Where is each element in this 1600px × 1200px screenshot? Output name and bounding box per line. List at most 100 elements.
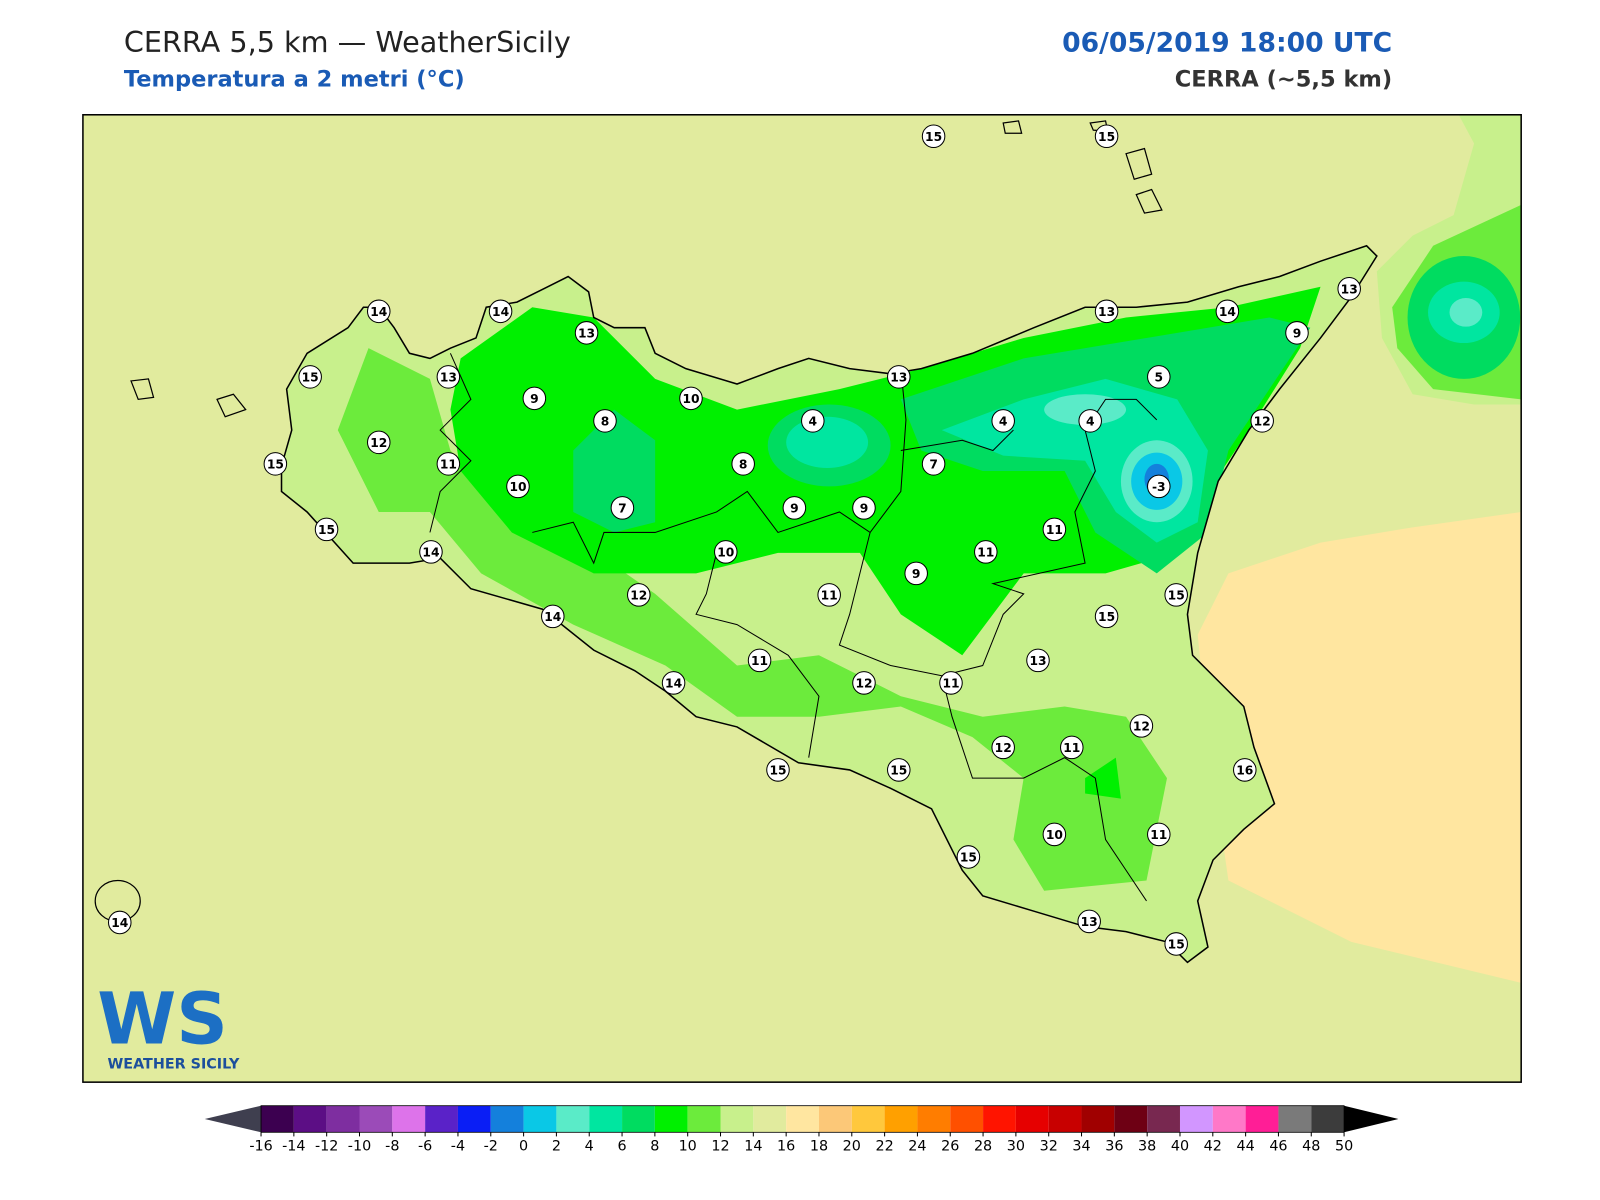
colorbar-tick-label: 50 bbox=[1335, 1139, 1353, 1155]
station-marker bbox=[263, 452, 288, 476]
colorbar-segment bbox=[654, 1105, 688, 1133]
colorbar-segment bbox=[326, 1105, 360, 1133]
station-marker bbox=[731, 452, 755, 476]
subtitle: Temperatura a 2 metri (°C) bbox=[124, 66, 465, 92]
colorbar-tick-label: 16 bbox=[777, 1139, 795, 1155]
station-marker bbox=[1060, 735, 1084, 760]
station-value: 13 bbox=[440, 370, 457, 384]
station-value: 15 bbox=[769, 763, 786, 777]
colorbar-tick-label: 36 bbox=[1105, 1139, 1123, 1155]
station-value: 9 bbox=[912, 567, 921, 581]
station-value: 13 bbox=[1341, 282, 1358, 296]
station-marker bbox=[1042, 517, 1067, 542]
station-marker bbox=[1233, 758, 1257, 782]
station-marker bbox=[1337, 277, 1361, 301]
station-value: 13 bbox=[1081, 915, 1098, 929]
colorbar-segment bbox=[1245, 1105, 1279, 1133]
station-value: 14 bbox=[111, 916, 128, 930]
colorbar-tick-label: 6 bbox=[617, 1139, 626, 1155]
station-marker bbox=[107, 910, 132, 935]
colorbar-segment bbox=[917, 1105, 951, 1133]
colorbar-tick-label: 38 bbox=[1138, 1139, 1156, 1155]
colorbar-tick-label: 32 bbox=[1040, 1139, 1058, 1155]
station-value: 10 bbox=[717, 545, 734, 559]
province-border bbox=[429, 353, 1158, 902]
station-value: 15 bbox=[1168, 588, 1185, 602]
station-value: 12 bbox=[370, 436, 387, 450]
station-marker bbox=[1250, 409, 1274, 433]
station-marker bbox=[298, 365, 322, 389]
station-marker bbox=[1129, 714, 1154, 738]
station-marker bbox=[1147, 365, 1171, 389]
station-value: 13 bbox=[578, 326, 595, 340]
colorbar-tick-label: 22 bbox=[875, 1139, 893, 1155]
station-marker bbox=[1285, 321, 1309, 345]
colorbar-tick-label: 8 bbox=[650, 1139, 659, 1155]
station-marker bbox=[852, 496, 876, 520]
colorbar-segment bbox=[622, 1105, 655, 1133]
station-marker bbox=[1164, 932, 1188, 956]
field bbox=[1085, 757, 1121, 799]
station-value: 15 bbox=[1168, 937, 1185, 951]
colorbar-tick-label: 30 bbox=[1007, 1139, 1025, 1155]
station-value: 11 bbox=[942, 676, 959, 690]
station-value: 10 bbox=[509, 480, 526, 494]
colorbar-segment bbox=[589, 1105, 623, 1133]
station-value: 11 bbox=[751, 654, 768, 668]
station-marker bbox=[314, 517, 339, 542]
station-marker bbox=[921, 124, 946, 149]
station-marker bbox=[1077, 909, 1101, 934]
station-value: 15 bbox=[960, 850, 977, 864]
station-marker bbox=[782, 496, 807, 520]
colorbar-tick-label: -14 bbox=[282, 1139, 305, 1155]
station-value: 13 bbox=[1029, 654, 1046, 668]
colorbar-tick-label: 4 bbox=[585, 1139, 594, 1155]
station-marker bbox=[679, 386, 703, 411]
logo-name: WEATHER SICILY bbox=[107, 1057, 240, 1073]
station-marker bbox=[921, 452, 946, 476]
station-marker bbox=[956, 845, 981, 869]
station-marker bbox=[852, 671, 876, 695]
station-marker bbox=[541, 604, 565, 629]
station-marker bbox=[1147, 822, 1171, 847]
colorbar-segment bbox=[1278, 1105, 1312, 1133]
station-marker bbox=[593, 409, 617, 433]
station-marker bbox=[1094, 604, 1119, 629]
station-value: 12 bbox=[855, 676, 872, 690]
station-value: 11 bbox=[1063, 741, 1080, 755]
station-value: 9 bbox=[860, 501, 869, 515]
field bbox=[786, 416, 869, 468]
station-value: 4 bbox=[809, 414, 818, 428]
colorbar-tick-label: 26 bbox=[941, 1139, 959, 1155]
station-marker bbox=[801, 409, 825, 433]
colorbar-segment bbox=[1212, 1105, 1246, 1133]
station-marker bbox=[766, 758, 790, 782]
colorbar-tick-label: 48 bbox=[1302, 1139, 1320, 1155]
colorbar-segment bbox=[851, 1105, 885, 1133]
logo-initials: WS bbox=[97, 976, 228, 1060]
station-value: 9 bbox=[530, 392, 539, 406]
colorbar-tick-label: 0 bbox=[519, 1139, 528, 1155]
station-value: 4 bbox=[1086, 414, 1095, 428]
station-marker bbox=[1026, 648, 1050, 673]
station-marker bbox=[991, 409, 1015, 433]
colorbar-segment bbox=[523, 1105, 557, 1133]
station-value: 15 bbox=[318, 523, 335, 537]
station-value: 14 bbox=[370, 305, 387, 319]
station-marker bbox=[436, 452, 461, 476]
station-marker bbox=[887, 758, 911, 782]
station-marker bbox=[1147, 474, 1171, 499]
station-value: 8 bbox=[739, 457, 748, 471]
colorbar-tick-label: 14 bbox=[744, 1139, 762, 1155]
colorbar-segment bbox=[1147, 1105, 1180, 1133]
map-area: 15 15 14 14 13 15 13 9 10 13 13 14 13 9 5 4 4 4 12 8 12 15 11 1… bbox=[82, 114, 1522, 1083]
colorbar-tick-label: -6 bbox=[418, 1139, 432, 1155]
colorbar-tick-label: -8 bbox=[385, 1139, 399, 1155]
station-value: 12 bbox=[1133, 719, 1150, 733]
station-value: 12 bbox=[1254, 414, 1271, 428]
station-marker bbox=[661, 671, 686, 695]
datetime: 06/05/2019 18:00 UTC bbox=[1062, 28, 1392, 59]
station-value: 13 bbox=[1098, 305, 1115, 319]
station-value: 11 bbox=[977, 545, 994, 559]
station-value: 14 bbox=[422, 545, 439, 559]
